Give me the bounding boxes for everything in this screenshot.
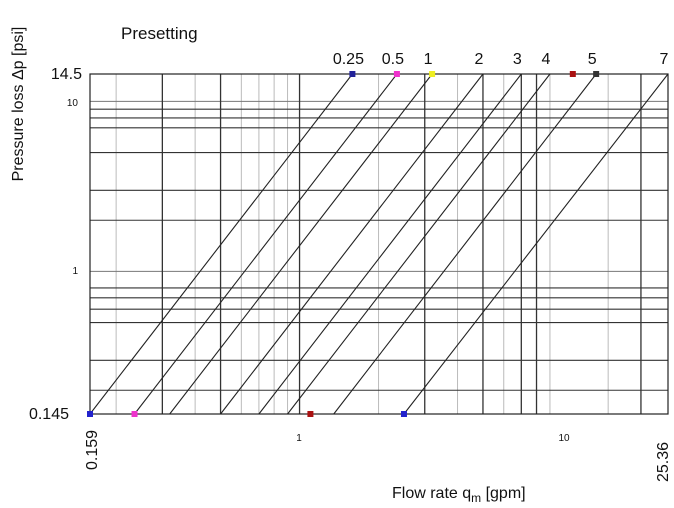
line-end-marker bbox=[400, 411, 407, 417]
legend-title: Presetting bbox=[121, 24, 198, 43]
line-end-marker bbox=[569, 71, 576, 77]
y-axis-label: Pressure loss Δp [psi] bbox=[10, 27, 27, 182]
presetting-line-4 bbox=[287, 73, 551, 415]
x-edge-left: 0.159 bbox=[84, 430, 101, 470]
presetting-label-2: 2 bbox=[475, 51, 484, 68]
line-end-marker bbox=[593, 71, 600, 77]
presetting-line-1 bbox=[169, 73, 433, 415]
presetting-line-3 bbox=[258, 73, 522, 415]
line-end-marker bbox=[393, 71, 400, 77]
line-end-marker bbox=[429, 71, 436, 77]
x-axis-label: Flow rate qm [gpm] bbox=[392, 485, 526, 505]
major-grid bbox=[90, 74, 668, 414]
presetting-line-7 bbox=[403, 73, 669, 415]
presetting-labels: 0.25 0.5 1 2 3 4 5 7 bbox=[333, 51, 669, 68]
presetting-label-3: 3 bbox=[513, 51, 522, 68]
y-edge-bottom: 0.145 bbox=[29, 406, 69, 423]
presetting-label-0.25: 0.25 bbox=[333, 51, 364, 68]
presetting-line-5 bbox=[333, 73, 597, 415]
presetting-line-0.5 bbox=[134, 73, 398, 415]
y-tick-10: 10 bbox=[67, 98, 79, 109]
plot-frame bbox=[89, 73, 669, 415]
presetting-label-7: 7 bbox=[660, 51, 669, 68]
presetting-label-5: 5 bbox=[588, 51, 597, 68]
minor-grid bbox=[90, 74, 668, 414]
line-end-marker bbox=[131, 411, 138, 417]
presetting-lines bbox=[89, 73, 669, 415]
y-tick-1: 1 bbox=[72, 266, 78, 277]
presetting-label-0.5: 0.5 bbox=[382, 51, 404, 68]
x-tick-10: 10 bbox=[558, 433, 570, 444]
line-end-marker bbox=[349, 71, 356, 77]
line-end-markers bbox=[87, 71, 600, 417]
presetting-label-1: 1 bbox=[424, 51, 433, 68]
x-tick-1: 1 bbox=[296, 433, 302, 444]
presetting-line-0.25 bbox=[89, 73, 353, 415]
presetting-line-2 bbox=[220, 73, 484, 415]
line-end-marker bbox=[307, 411, 314, 417]
x-edge-right: 25.36 bbox=[655, 442, 672, 482]
presetting-label-4: 4 bbox=[541, 51, 550, 68]
line-end-marker bbox=[87, 411, 93, 417]
y-edge-top: 14.5 bbox=[51, 66, 82, 83]
